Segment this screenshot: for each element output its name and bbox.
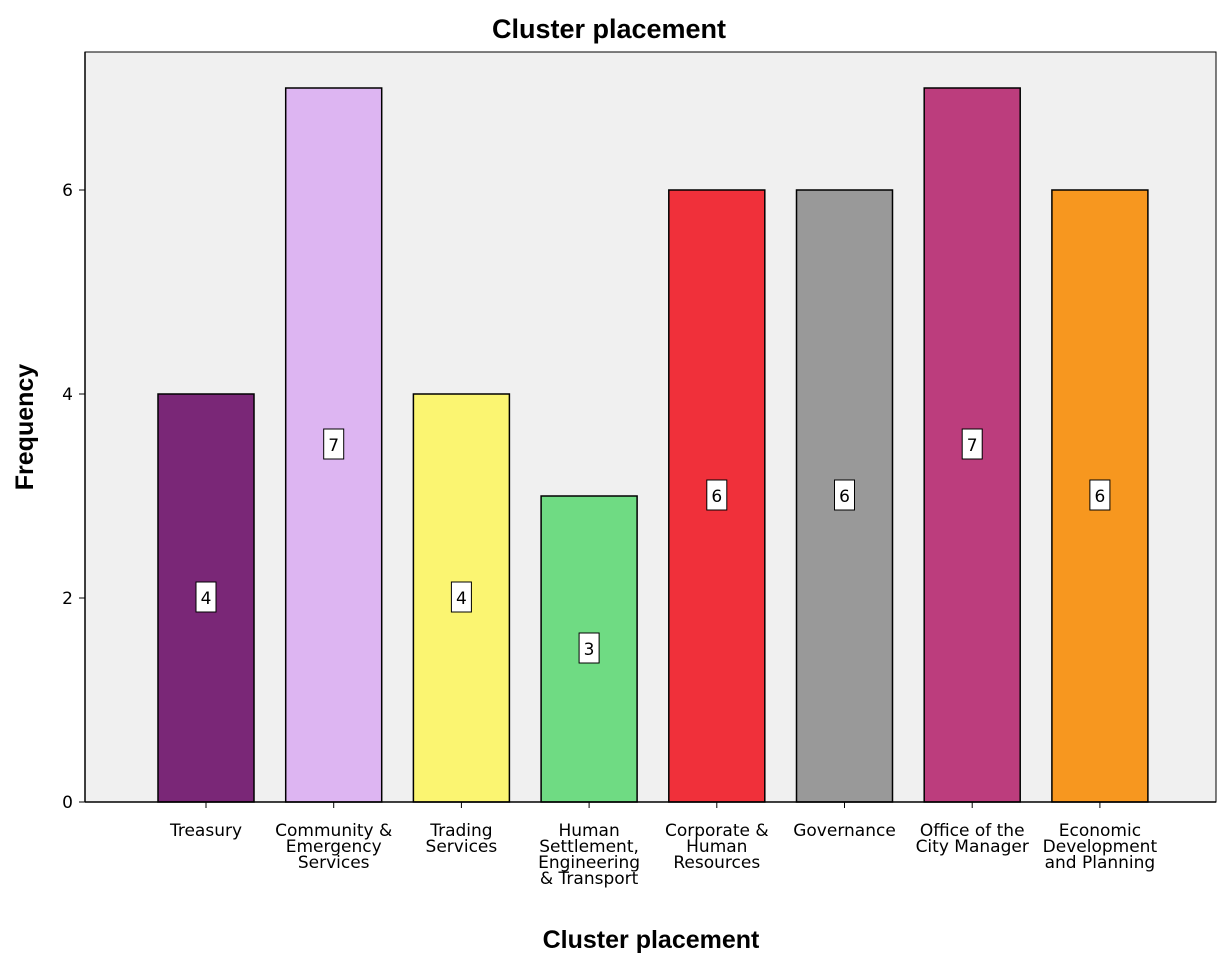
x-tick-label: Governance	[793, 821, 896, 841]
data-label-box	[706, 479, 728, 511]
data-label-box	[195, 581, 217, 613]
data-label-box	[323, 428, 345, 460]
data-label: 6	[711, 487, 722, 507]
y-tick-label: 4	[62, 385, 73, 405]
x-tick-label: Office of the City Manager	[916, 821, 1029, 857]
x-axis-title: Cluster placement	[543, 926, 760, 954]
x-tick-label: Corporate & Human Resources	[665, 821, 769, 873]
y-tick-label: 2	[62, 589, 73, 609]
y-axis: 0 2 4 6	[62, 52, 86, 813]
chart-title: Cluster placement	[492, 14, 726, 44]
x-tick-label: Economic Development and Planning	[1043, 821, 1158, 873]
x-tick-label: Trading Services	[426, 821, 498, 857]
y-tick-label: 6	[62, 181, 73, 201]
data-label-box	[961, 428, 983, 460]
x-tick-label: Community & Emergency Services	[275, 821, 392, 873]
plot-area	[84, 51, 1217, 803]
data-label-box	[1089, 479, 1111, 511]
x-tick-label: Human Settlement, Engineering & Transport	[538, 821, 640, 889]
data-label-box	[834, 479, 855, 511]
x-axis: Treasury Community & Emergency Services Trad…	[85, 801, 1216, 889]
y-axis-title: Frequency	[11, 364, 39, 491]
data-label-box	[578, 632, 600, 664]
data-label: 3	[584, 640, 595, 660]
data-label: 4	[201, 589, 212, 609]
data-label: 6	[1094, 487, 1105, 507]
y-tick-label: 0	[62, 793, 73, 813]
data-label: 7	[328, 436, 339, 456]
data-label: 6	[839, 487, 850, 507]
data-label: 7	[967, 436, 978, 456]
data-label-box	[450, 581, 472, 613]
x-tick-label: Treasury	[169, 821, 242, 841]
bars-group: 4 7 4 3 6 6 7 6	[157, 87, 1149, 803]
data-label: 4	[456, 589, 467, 609]
